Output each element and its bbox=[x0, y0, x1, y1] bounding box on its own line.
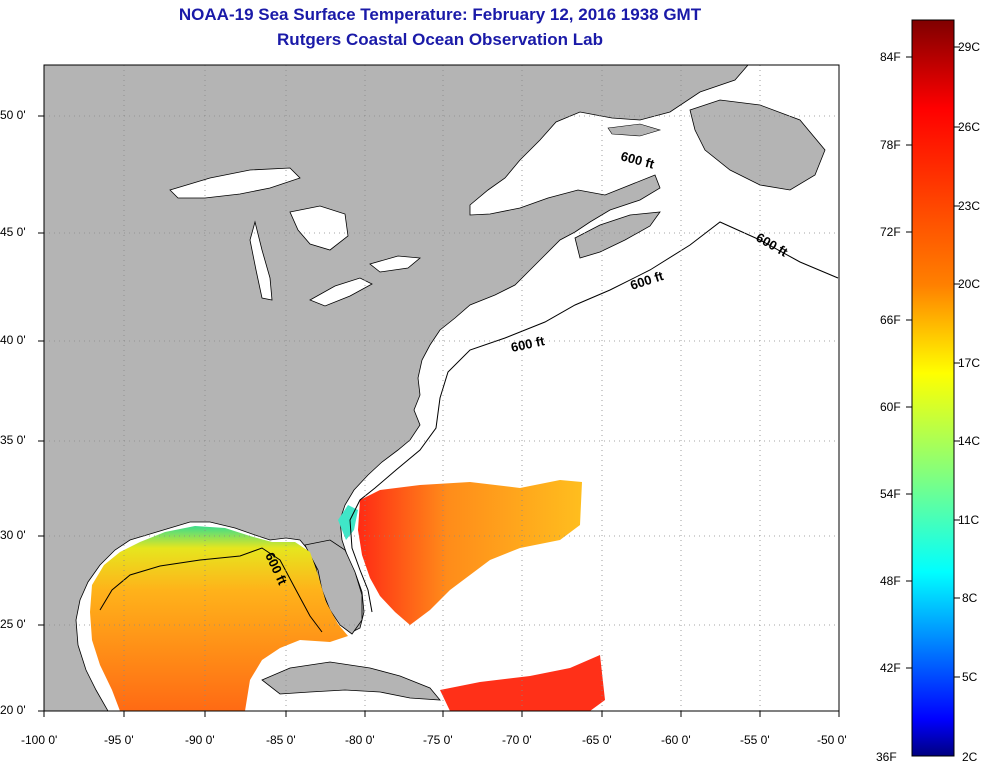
colorbar-label-f: 72F bbox=[880, 225, 901, 239]
lon-label: -90 0' bbox=[185, 733, 215, 747]
lat-label: 25 0' bbox=[0, 617, 26, 631]
colorbar-ticks bbox=[906, 46, 960, 678]
sst-gulf-of-mexico bbox=[90, 526, 348, 711]
north-america-land bbox=[44, 65, 749, 711]
anticosti bbox=[607, 123, 662, 137]
lon-label: -80 0' bbox=[345, 733, 375, 747]
colorbar-label-f: 54F bbox=[880, 487, 901, 501]
colorbar-label-f: 60F bbox=[880, 400, 901, 414]
sst-caribbean bbox=[440, 655, 605, 711]
colorbar-label-c: 11C bbox=[958, 513, 980, 527]
colorbar-label-c: 14C bbox=[958, 434, 981, 448]
florida bbox=[304, 539, 363, 635]
map-subtitle: Rutgers Coastal Ocean Observation Lab bbox=[277, 30, 603, 49]
lon-label: -55 0' bbox=[740, 733, 770, 747]
sst-atlantic bbox=[358, 480, 582, 625]
lat-label: 40 0' bbox=[0, 333, 26, 347]
cuba bbox=[261, 661, 441, 701]
colorbar-label-f: 48F bbox=[880, 574, 901, 588]
colorbar-label-c: 5C bbox=[962, 670, 978, 684]
nova-scotia bbox=[574, 211, 661, 259]
isobath-label-4: 600 ft bbox=[510, 333, 547, 355]
great-lakes bbox=[169, 167, 421, 307]
colorbar-label-c: 17C bbox=[958, 356, 981, 370]
map-frame bbox=[43, 64, 840, 712]
colorbar-label-f: 66F bbox=[880, 313, 901, 327]
colorbar-gradient bbox=[911, 19, 955, 757]
map-title: NOAA-19 Sea Surface Temperature: Februar… bbox=[178, 5, 702, 24]
axis-ticks bbox=[38, 115, 840, 717]
colorbar-label-f: 42F bbox=[880, 661, 901, 675]
lat-label: 30 0' bbox=[0, 528, 26, 542]
colorbar-label-c: 2C bbox=[962, 750, 978, 764]
lon-label: -75 0' bbox=[423, 733, 453, 747]
colorbar-label-c: 29C bbox=[958, 40, 981, 54]
lat-label: 45 0' bbox=[0, 225, 26, 239]
colorbar-label-f: 36F bbox=[876, 750, 897, 764]
newfoundland bbox=[689, 99, 826, 191]
colorbar-label-c: 8C bbox=[962, 591, 978, 605]
lon-label: -85 0' bbox=[266, 733, 296, 747]
lon-label: -95 0' bbox=[104, 733, 134, 747]
lat-label: 35 0' bbox=[0, 433, 26, 447]
isobath-600ft bbox=[349, 221, 839, 613]
lat-label: 50 0' bbox=[0, 108, 26, 122]
lon-label: -70 0' bbox=[502, 733, 532, 747]
lon-label: -50 0' bbox=[817, 733, 847, 747]
colorbar-label-f: 84F bbox=[880, 50, 901, 64]
colorbar-label-c: 23C bbox=[958, 199, 981, 213]
lat-label: 20 0' bbox=[0, 703, 26, 717]
lon-label: -100 0' bbox=[21, 733, 58, 747]
colorbar-label-c: 26C bbox=[958, 120, 981, 134]
lon-label: -65 0' bbox=[582, 733, 612, 747]
colorbar-label-f: 78F bbox=[880, 138, 901, 152]
colorbar-label-c: 20C bbox=[958, 277, 981, 291]
lon-label: -60 0' bbox=[661, 733, 691, 747]
